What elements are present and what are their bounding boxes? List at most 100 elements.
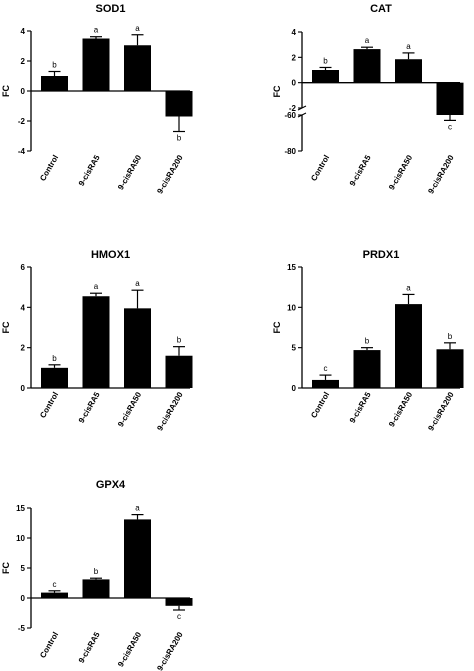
bar-9-cisra50 [124,519,151,598]
x-tick-label: 9-cisRA5 [348,153,373,188]
bar-control [41,592,68,598]
y-tick-label: 2 [21,57,26,66]
bar-9-cisra50 [124,308,151,388]
bar-9-cisra5 [82,296,110,388]
x-tick-label: 9-cisRA50 [116,153,143,191]
bar-9-cisra200 [436,82,464,115]
chart-panel-hmox1: HMOX1 FC 0 2 4 6 b Control a 9-cisRA5 a 9-cisRA50 b 9… [1,249,193,432]
y-axis-label: FC [272,321,282,333]
x-tick-label: 9-cisRA50 [116,630,143,668]
significance-label: a [94,26,99,35]
x-tick-label: 9-cisRA200 [155,390,185,432]
significance-label: b [177,336,182,345]
x-tick-label: 9-cisRA5 [77,153,102,188]
chart-title: PRDX1 [363,249,400,261]
x-tick-label: 9-cisRA200 [155,630,185,671]
y-tick-label: 2 [21,344,26,353]
bar-control [41,76,68,91]
significance-label: a [135,24,140,33]
chart-title: CAT [370,3,392,15]
significance-label: b [177,134,182,143]
bar-control [312,379,339,388]
significance-label: c [448,122,452,131]
y-axis-label: FC [1,85,11,97]
x-tick-label: 9-cisRA200 [155,153,185,195]
x-tick-label: 9-cisRA200 [426,390,456,432]
y-tick-label: 0 [21,594,26,603]
significance-label: b [52,354,57,363]
x-tick-label: 9-cisRA200 [426,153,456,195]
chart-title: HMOX1 [91,249,130,261]
bar-9-cisra5 [82,38,110,91]
bar-9-cisra5 [353,350,381,388]
y-tick-label: 4 [292,28,297,37]
x-tick-label: 9-cisRA50 [387,153,414,191]
y-tick-label: 5 [292,344,297,353]
y-tick-label: 15 [16,504,25,513]
significance-label: c [177,612,181,621]
significance-label: b [52,61,57,70]
chart-panel-sod1: SOD1 FC -4 -2 0 2 4 b Control a 9-cisRA5 a 9-cisRA50… [1,3,193,195]
y-axis-label: FC [1,321,11,333]
bar-9-cisra5 [82,579,110,598]
y-tick-label: 4 [21,303,26,312]
chart-panel-cat: CAT FC -80 -60-2 0 2 4 b Control a 9-cisRA5 a 9-cisR… [272,3,464,195]
significance-label: b [323,56,328,65]
y-tick-label: 0 [292,79,297,88]
bar-9-cisra50 [395,304,422,388]
significance-label: a [406,42,411,51]
y-tick-label: -5 [18,624,26,633]
y-tick-label: 10 [16,534,25,543]
significance-label: b [448,332,453,341]
chart-title: GPX4 [96,479,126,491]
bar-9-cisra200 [165,598,193,606]
x-tick-label: 9-cisRA5 [77,390,102,425]
x-tick-label: Control [309,154,331,183]
x-tick-label: Control [38,154,60,183]
significance-label: a [365,36,370,45]
y-tick-label: 4 [21,27,26,36]
x-tick-label: Control [38,391,60,420]
y-tick-label: -4 [18,147,26,156]
x-tick-label: 9-cisRA50 [387,390,414,428]
y-tick-label: -60 [284,111,296,120]
chart-title: SOD1 [96,3,126,15]
y-tick-label: 0 [292,384,297,393]
significance-label: a [94,282,99,291]
y-axis-label: FC [1,562,11,574]
significance-label: a [135,279,140,288]
bar-9-cisra5 [353,49,381,83]
y-tick-label: 5 [21,564,26,573]
significance-label: a [406,283,411,292]
y-tick-label: 10 [287,303,296,312]
y-tick-label: 15 [287,263,296,272]
y-tick-label: 6 [21,263,26,272]
x-tick-label: Control [38,631,60,660]
bar-9-cisra50 [395,59,422,83]
y-tick-label: -2 [289,104,297,113]
x-tick-label: 9-cisRA5 [348,390,373,425]
x-tick-label: Control [309,391,331,420]
chart-panel-gpx4: GPX4 FC -5 0 5 10 15 c Control b 9-cisRA5 a 9-cisRA5… [1,479,193,671]
bar-9-cisra200 [165,91,193,117]
y-tick-label: 2 [292,53,297,62]
bar-control [41,367,68,388]
x-tick-label: 9-cisRA5 [77,630,102,665]
significance-label: b [365,337,370,346]
y-tick-label: -80 [284,147,296,156]
y-tick-label: 0 [21,384,26,393]
significance-label: b [94,567,99,576]
significance-label: c [324,364,328,373]
x-tick-label: 9-cisRA50 [116,390,143,428]
y-axis-label: FC [272,85,282,97]
bar-9-cisra50 [124,45,151,91]
chart-panel-prdx1: PRDX1 FC 0 5 10 15 c Control b 9-cisRA5 a 9-cisRA50… [272,249,464,432]
bar-9-cisra200 [436,349,464,388]
bar-control [312,70,339,83]
significance-label: c [53,580,57,589]
bar-9-cisra200 [165,355,193,388]
y-tick-label: -2 [18,117,26,126]
significance-label: a [135,504,140,513]
y-tick-label: 0 [21,87,26,96]
